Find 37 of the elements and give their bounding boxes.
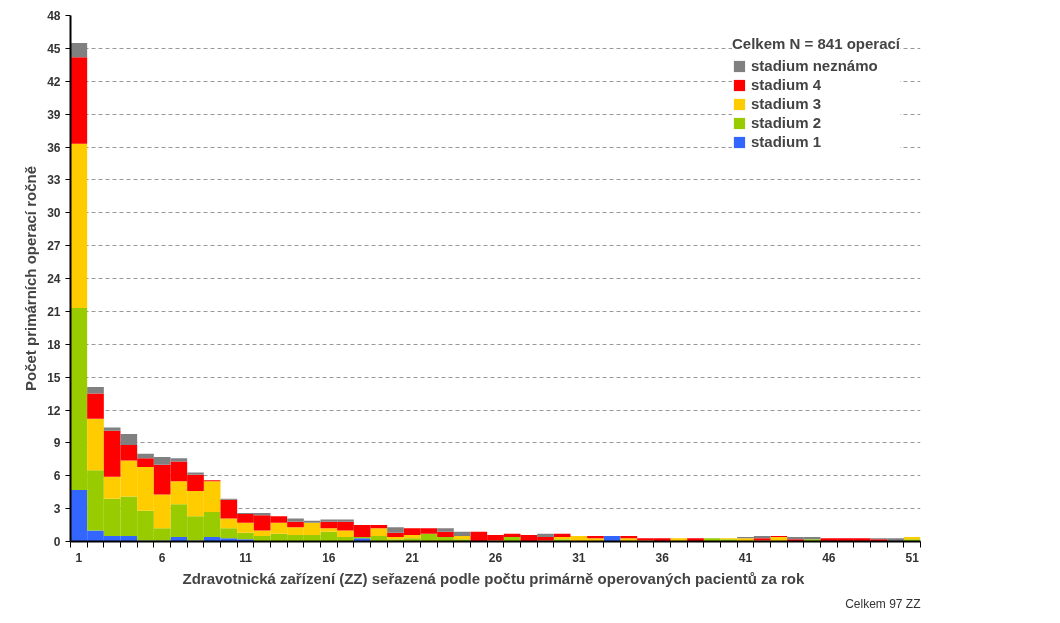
x-tick-label: 51 <box>905 550 920 565</box>
y-axis-title: Počet primárních operací ročně <box>22 165 40 392</box>
y-tick-label: 6 <box>53 469 61 484</box>
y-tick-label: 36 <box>47 140 61 155</box>
y-tick-label: 18 <box>47 337 61 352</box>
x-tick-label: 26 <box>488 550 503 565</box>
y-tick-label: 9 <box>53 436 61 451</box>
legend-label: stadium 3 <box>750 95 822 112</box>
legend-label: stadium 1 <box>750 133 822 150</box>
y-tick-label: 24 <box>47 272 61 286</box>
text: Celkem 97 ZZ <box>845 596 921 611</box>
y-tick-label: 15 <box>47 370 61 385</box>
legend-label: stadium 4 <box>750 76 822 93</box>
y-tick-label: 42 <box>47 74 61 89</box>
x-axis-title: Zdravotnická zařízení (ZZ) seřazená podle počtu primárně operovaných pacientů za rok <box>182 569 805 587</box>
y-tick-label: 12 <box>47 403 61 418</box>
x-tick-label: 31 <box>572 550 586 565</box>
legend-label: stadium neznámo <box>750 57 878 74</box>
legend-title: Celkem N = 841 operací <box>731 35 900 52</box>
y-tick-label: 27 <box>47 239 61 254</box>
x-tick-label: 1 <box>75 550 83 565</box>
x-tick-label: 46 <box>822 550 836 565</box>
legend-label: stadium 2 <box>750 114 822 131</box>
x-tick-label: 36 <box>655 550 670 565</box>
y-tick-label: 0 <box>53 535 61 549</box>
y-tick-label: 3 <box>53 502 61 517</box>
y-tick-label: 39 <box>47 107 61 122</box>
y-tick-label: 33 <box>47 173 61 188</box>
x-tick-label: 6 <box>158 550 166 565</box>
y-tick-label: 45 <box>47 41 61 56</box>
x-tick-label: 21 <box>405 550 420 565</box>
y-tick-label: 48 <box>47 9 61 23</box>
x-tick-label: 11 <box>239 550 253 565</box>
y-tick-label: 21 <box>47 304 61 319</box>
y-tick-label: 30 <box>47 206 61 221</box>
x-tick-label: 16 <box>322 550 336 565</box>
x-tick-label: 41 <box>738 550 753 565</box>
